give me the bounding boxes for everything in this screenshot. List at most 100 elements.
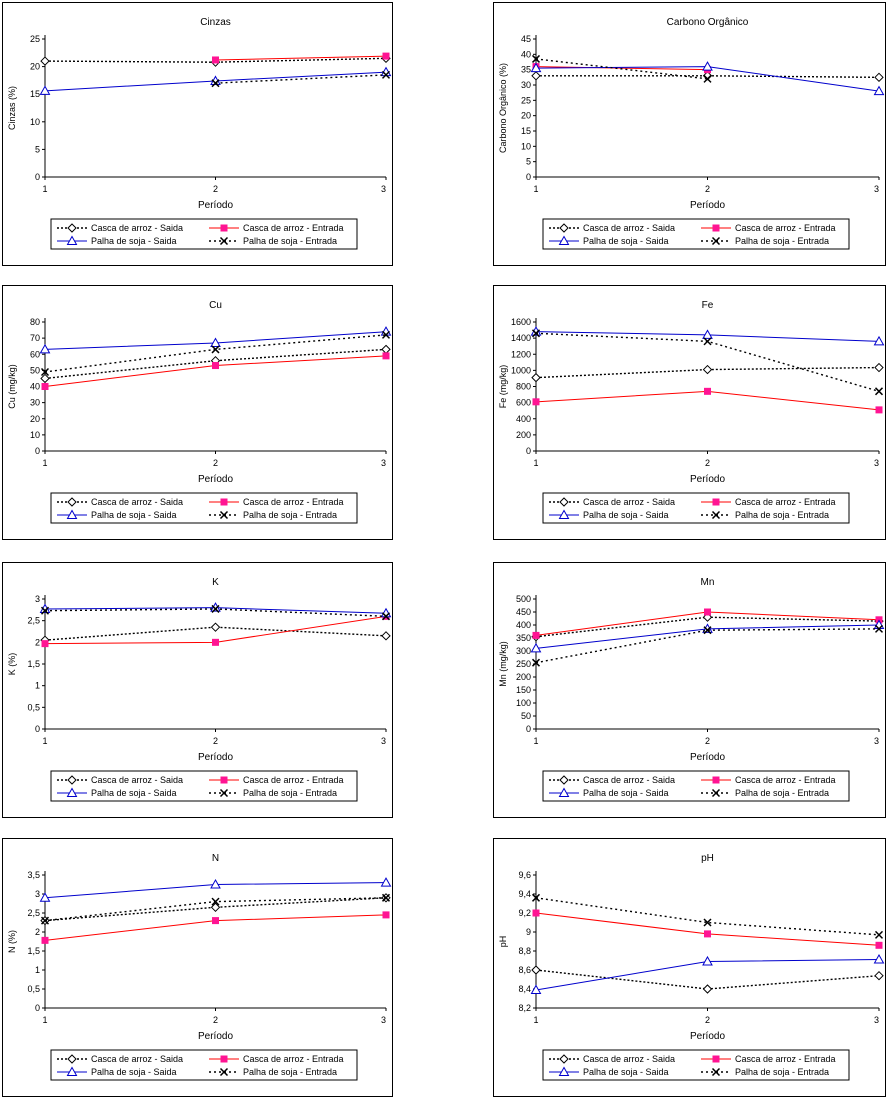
x-tick-label: 3 [381,1015,386,1025]
y-tick-label: 0 [526,446,531,456]
y-tick-label: 10 [521,141,531,151]
legend-label: Palha de soja - Saida [91,788,177,798]
data-point [40,916,50,925]
data-point [382,911,390,919]
x-tick-label: 3 [381,458,386,468]
legend-label: Casca de arroz - Saida [91,1054,183,1064]
series-palha-de-soja-saida [530,954,885,994]
legend-marker [711,510,721,520]
x-tick-label: 2 [213,184,218,194]
y-tick-label: 3 [35,889,40,899]
legend-marker [66,235,78,245]
series-line [215,55,387,61]
legend-label: Casca de arroz - Saida [91,223,183,233]
y-tick-label: 0 [526,724,531,734]
y-tick-label: 800 [516,382,531,392]
data-point [704,930,711,938]
legend-marker [66,509,78,519]
data-point [531,893,541,902]
data-point [874,72,884,83]
y-tick-label: 2 [35,637,40,647]
x-tick-label: 2 [213,736,218,746]
series-palha-de-soja-saida [39,877,392,902]
y-tick-label: 60 [30,349,40,359]
data-point [530,984,542,994]
y-tick-label: 15 [30,89,40,99]
legend-entry-cas-saida: Casca de arroz - Saida [57,775,183,785]
legend-marker [219,788,229,798]
y-axis-label: Cu (mg/kg) [7,364,17,409]
legend-entry-cas-saida: Casca de arroz - Saida [57,497,183,507]
x-tick-label: 1 [533,736,538,746]
legend-entry-cas-entrada: Casca de arroz - Entrada [701,497,836,507]
legend-marker [711,788,721,798]
y-tick-label: 8,2 [518,1003,531,1013]
chart-svg-cu: Cu 0 10 20 30 40 50 60 70 80 1 2 3 Período Cu (mg/kg) C… [7,300,392,524]
legend-label: Palha de soja - Entrada [243,788,337,798]
y-axis-label: Cinzas (%) [7,86,17,130]
axes [44,871,386,1009]
series-casca-de-arroz-entrada [532,387,883,414]
data-point [210,902,221,913]
legend-marker [559,1054,569,1064]
chart-panel-ph: pH 8,2 8,4 8,6 8,8 9 9,2 9,4 9,6 1 2 3 Período pH Casc… [493,838,886,1097]
legend-entry-pal-saida: Palha de soja - Saida [57,787,177,798]
data-point [531,329,541,338]
x-tick-label: 2 [705,1015,710,1025]
data-point [875,406,883,414]
legend-label: Casca de arroz - Entrada [243,1054,344,1064]
legend-marker [66,1066,78,1076]
data-point [211,79,220,88]
x-tick-label: 3 [874,184,879,194]
series-casca-de-arroz-entrada [41,352,390,390]
x-axis-label: Período [198,474,233,485]
legend-label: Casca de arroz - Saida [583,223,675,233]
legend-label: Palha de soja - Saida [583,788,669,798]
y-tick-label: 1000 [511,365,531,375]
series-palha-de-soja-saida [39,66,392,95]
data-point [381,330,391,339]
y-tick-label: 5 [526,157,531,167]
series-line [535,628,880,664]
data-point [40,606,50,615]
data-point [532,631,540,639]
chart-panel-n: N 0 0,5 1 1,5 2 2,5 3 3,5 1 2 3 Período N (%) Casca de… [2,838,393,1097]
legend-label: Casca de arroz - Entrada [735,775,836,785]
series-line [536,75,880,79]
y-tick-label: 15 [521,126,531,136]
series-casca-de-arroz-saida [531,965,884,994]
legend-marker [66,787,78,797]
chart-svg-carbono-organico: Carbono Orgânico 0 5 10 15 20 25 30 35 40 45 1 2 3 Per… [498,17,885,250]
legend-entry-cas-entrada: Casca de arroz - Entrada [209,1054,344,1064]
legend-label: Casca de arroz - Entrada [243,497,344,507]
y-tick-label: 400 [516,414,531,424]
data-point [531,54,541,63]
chart-svg-cinzas: Cinzas 0 5 10 15 20 25 1 2 3 Período Cinzas (%) Casc… [7,17,392,250]
data-point [702,955,713,966]
y-tick-label: 200 [516,672,531,682]
series-line [535,366,880,379]
legend-entry-cas-saida: Casca de arroz - Saida [549,775,675,785]
x-tick-label: 2 [213,458,218,468]
data-point [41,640,49,648]
legend-label: Palha de soja - Entrada [735,236,829,246]
y-tick-label: 30 [30,398,40,408]
legend-marker [558,509,570,519]
legend-marker [219,510,229,520]
y-axis-label: Carbono Orgânico (%) [498,63,508,153]
series-line [44,348,387,380]
legend-label: Palha de soja - Entrada [243,236,337,246]
legend-marker [219,236,229,246]
y-tick-label: 1,5 [27,659,40,669]
y-tick-label: 3,5 [27,870,40,880]
y-tick-label: 300 [516,646,531,656]
y-tick-label: 350 [516,633,531,643]
data-point [210,622,221,632]
y-axis-label: K (%) [7,653,17,676]
chart-svg-k: K 0 0,5 1 1,5 2 2,5 3 1 2 3 Período K (%) Casca de ar… [7,577,392,802]
data-point [874,387,884,396]
legend-marker [67,497,77,507]
chart-title: Cinzas [200,17,231,28]
data-point [532,909,540,917]
y-tick-label: 30 [521,80,531,90]
